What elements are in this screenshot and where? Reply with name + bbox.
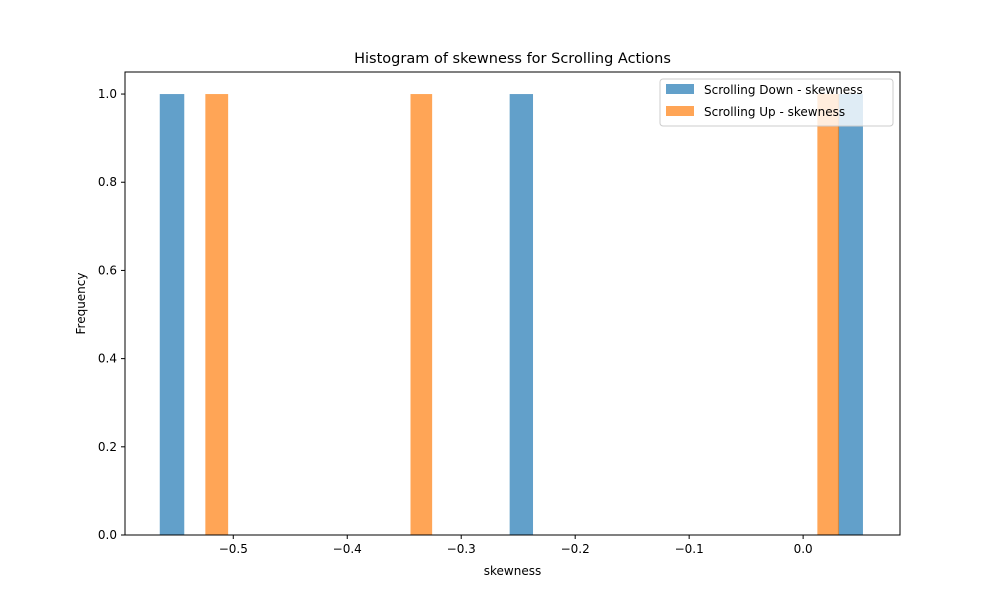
legend-label-scrolling-up: Scrolling Up - skewness <box>704 105 845 119</box>
bar-series-1-bin-1 <box>410 94 433 536</box>
bar-series-0-bin-2 <box>837 94 863 536</box>
chart-title: Histogram of skewness for Scrolling Acti… <box>354 51 671 67</box>
bar-series-0-bin-0 <box>159 94 185 536</box>
legend-swatch-scrolling-up <box>666 106 694 116</box>
y-axis-ticks: 0.0 0.2 0.4 0.6 0.8 1.0 <box>98 87 125 542</box>
legend-swatch-scrolling-down <box>666 84 694 94</box>
legend: Scrolling Down - skewness Scrolling Up -… <box>659 78 894 127</box>
legend-label-scrolling-down: Scrolling Down - skewness <box>704 83 863 97</box>
legend-box <box>659 78 894 127</box>
x-tick-label: −0.4 <box>333 542 362 556</box>
y-tick-label: 1.0 <box>98 87 117 101</box>
bar-series-0-bin-1 <box>509 94 534 536</box>
x-tick-label: −0.3 <box>447 542 476 556</box>
y-tick-label: 0.8 <box>98 175 117 189</box>
x-tick-label: −0.1 <box>675 542 704 556</box>
y-axis-title: Frequency <box>74 273 88 335</box>
bar-series-1-bin-0 <box>205 94 229 536</box>
y-tick-label: 0.2 <box>98 440 117 454</box>
y-tick-label: 0.6 <box>98 263 117 277</box>
plot-area-frame <box>124 71 901 536</box>
bar-series-1-bin-2 <box>817 94 840 536</box>
x-tick-label: −0.5 <box>219 542 248 556</box>
x-axis-ticks: −0.5 −0.4 −0.3 −0.2 −0.1 0.0 <box>219 535 813 556</box>
bars-group <box>159 94 863 536</box>
x-axis-title: skewness <box>484 564 541 578</box>
y-tick-label: 0.0 <box>98 528 117 542</box>
y-tick-label: 0.4 <box>98 352 117 366</box>
x-tick-label: −0.2 <box>561 542 590 556</box>
x-tick-label: 0.0 <box>794 542 813 556</box>
